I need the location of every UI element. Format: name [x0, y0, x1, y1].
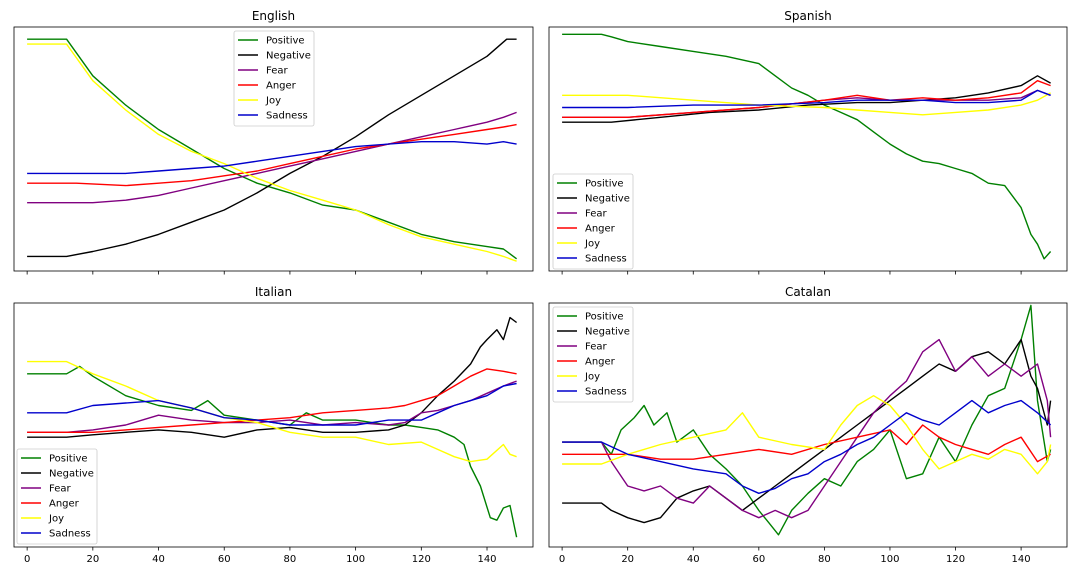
x-tick-label: 140: [1012, 554, 1031, 565]
series-line-positive: [27, 365, 518, 538]
series-line-sadness: [562, 399, 1052, 494]
legend: Positive Negative Fear Anger Joy Sadness: [233, 30, 315, 127]
series-line-anger: [27, 123, 517, 187]
plot-frame: [548, 302, 1068, 548]
series-line-negative: [562, 75, 1051, 123]
x-tick-label: 100: [346, 554, 365, 565]
series-group: [562, 33, 1052, 260]
series-line-anger: [562, 424, 1051, 463]
series-line-joy: [27, 43, 517, 262]
plot-frame: [13, 302, 534, 548]
series-line-fear: [562, 338, 1052, 519]
legend-label-fear: Fear: [585, 342, 607, 353]
legend-label-fear: Fear: [585, 209, 607, 220]
chart-panel-italian: Italian 0 20 40 60 80 100 120 140 Positive Negativ…: [13, 285, 534, 565]
x-tick-label: 40: [687, 554, 700, 565]
series-group: [27, 316, 518, 538]
legend-label-negative: Negative: [585, 327, 630, 338]
series-group: [27, 38, 518, 262]
series-line-anger: [27, 368, 517, 433]
legend-label-sadness: Sadness: [585, 387, 627, 398]
x-tick-label: 40: [152, 554, 165, 565]
series-line-positive: [562, 33, 1052, 260]
plot-frame: [13, 26, 534, 272]
series-line-negative: [27, 316, 518, 438]
legend-label-fear: Fear: [49, 484, 71, 495]
chart-title: Spanish: [784, 9, 831, 23]
x-tick-label: 20: [621, 554, 634, 565]
chart-panel-spanish: Spanish Positive Negative Fear Anger Joy Sadne…: [548, 9, 1068, 275]
x-tick-label: 20: [86, 554, 99, 565]
x-tick-label: 60: [218, 554, 231, 565]
legend-label-positive: Positive: [585, 179, 624, 190]
x-tick-label: 120: [946, 554, 965, 565]
series-line-positive: [27, 38, 518, 260]
chart-panel-catalan: Catalan 0 20 40 60 80 100 120 140 Positive Negativ…: [548, 285, 1068, 565]
plot-frame: [548, 26, 1068, 272]
series-line-fear: [27, 111, 517, 204]
chart-title: English: [252, 9, 295, 23]
legend-label-positive: Positive: [585, 312, 624, 323]
legend-label-fear: Fear: [266, 66, 288, 77]
series-line-anger: [562, 80, 1051, 118]
legend-label-joy: Joy: [584, 372, 600, 383]
legend-label-anger: Anger: [266, 81, 297, 92]
x-tick-label: 0: [559, 554, 565, 565]
legend-label-joy: Joy: [265, 96, 281, 107]
x-tick-label: 60: [752, 554, 765, 565]
x-tick-label: 100: [880, 554, 899, 565]
chart-title: Italian: [255, 285, 292, 299]
x-tick-label: 120: [412, 554, 431, 565]
x-tick-label: 140: [477, 554, 496, 565]
legend-label-anger: Anger: [585, 224, 616, 235]
x-tick-label: 0: [24, 554, 30, 565]
series-line-negative: [27, 38, 517, 258]
x-tick-label: 80: [284, 554, 297, 565]
legend-label-anger: Anger: [585, 357, 616, 368]
series-line-joy: [562, 395, 1052, 475]
series-group: [562, 304, 1052, 536]
legend-label-sadness: Sadness: [266, 111, 308, 122]
series-line-fear: [27, 380, 517, 433]
x-tick-label: 80: [818, 554, 831, 565]
legend-label-joy: Joy: [584, 239, 600, 250]
legend-label-anger: Anger: [49, 499, 80, 510]
legend-label-joy: Joy: [48, 514, 64, 525]
series-line-positive: [562, 304, 1052, 536]
series-line-joy: [562, 92, 1051, 116]
legend-label-positive: Positive: [266, 36, 305, 47]
legend-label-negative: Negative: [585, 194, 630, 205]
legend-label-sadness: Sadness: [49, 529, 91, 540]
legend: Positive Negative Fear Anger Joy Sadness: [16, 448, 98, 545]
series-line-sadness: [27, 141, 517, 175]
series-line-sadness: [562, 89, 1051, 109]
legend-label-negative: Negative: [266, 51, 311, 62]
legend-label-negative: Negative: [49, 469, 94, 480]
chart-panel-english: English Positive Negative Fear Anger Joy Sadne…: [13, 9, 534, 275]
legend-label-positive: Positive: [49, 454, 88, 465]
legend-label-sadness: Sadness: [585, 254, 627, 265]
series-line-joy: [27, 360, 517, 463]
chart-title: Catalan: [785, 285, 831, 299]
legend: Positive Negative Fear Anger Joy Sadness: [552, 306, 634, 403]
legend: Positive Negative Fear Anger Joy Sadness: [552, 173, 634, 270]
series-line-sadness: [27, 382, 517, 426]
